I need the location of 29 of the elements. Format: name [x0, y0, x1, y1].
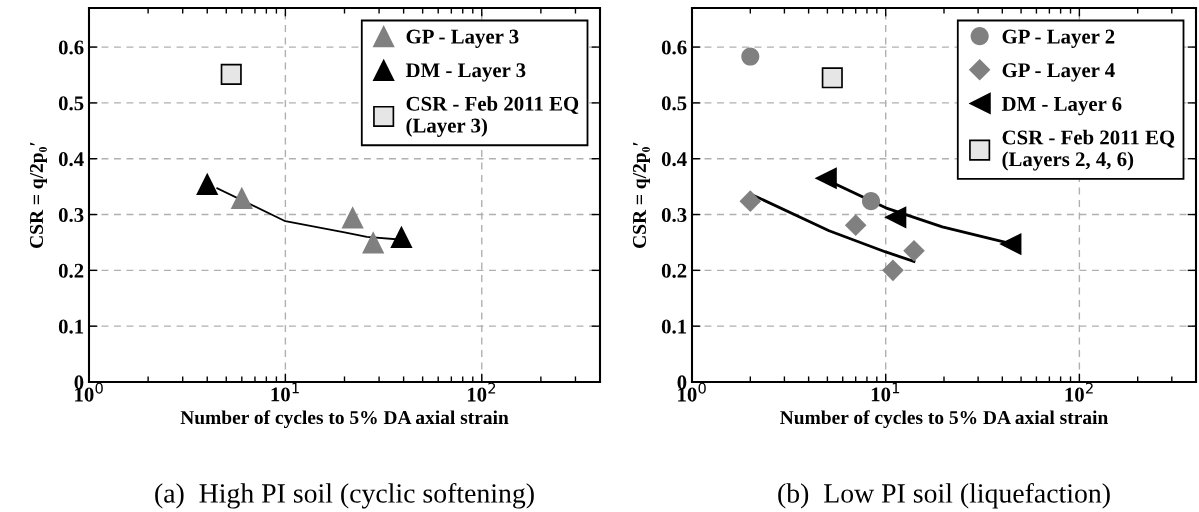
- x-axis-title: Number of cycles to 5% DA axial strain: [780, 410, 1108, 429]
- x-tick-label: 10$^{2}$: [467, 382, 496, 402]
- x-tick-label: 10$^{1}$: [871, 382, 900, 402]
- y-tick-label: 0.1: [661, 319, 687, 334]
- legend-label: GP - Layer 4: [1002, 63, 1115, 82]
- y-tick-label: 0.3: [661, 207, 687, 223]
- y-tick-label: 0.6: [58, 40, 84, 55]
- x-tick-label: 10$^{2}$: [1065, 382, 1093, 402]
- x-axis-title: Number of cycles to 5% DA axial strain: [180, 410, 509, 429]
- legend-label: DM - Layer 3: [405, 63, 526, 82]
- x-tick-label: 10$^{1}$: [271, 382, 299, 402]
- y-axis-title: CSR = q/2p₀′: [29, 142, 47, 248]
- y-tick-label: 0.2: [58, 263, 84, 278]
- legend-label: GP - Layer 2: [1002, 29, 1115, 48]
- legend-label: CSR - Feb 2011 EQ (Layers 2, 4, 6): [1002, 129, 1175, 171]
- y-tick-label: 0.4: [661, 152, 687, 167]
- legend-label: DM - Layer 6: [1001, 96, 1122, 116]
- y-tick-label: 0.5: [661, 96, 687, 111]
- y-tick-label: 0.4: [58, 152, 84, 167]
- text: (b) Low PI soil (liquefaction): [778, 482, 1110, 509]
- y-axis-title: CSR = q/2p₀′: [632, 142, 650, 248]
- legend-label: CSR - Feb 2011 EQ (Layer 3): [406, 96, 579, 137]
- y-tick-label: 0.5: [58, 96, 84, 111]
- legend-label: GP - Layer 3: [406, 29, 519, 48]
- y-tick-label: 0.6: [661, 40, 687, 55]
- y-tick-label: 0.2: [661, 263, 687, 278]
- text: (a) High PI soil (cyclic softening): [155, 482, 534, 509]
- y-tick-label: 0.3: [58, 207, 84, 223]
- y-tick-label: 0.1: [58, 319, 84, 334]
